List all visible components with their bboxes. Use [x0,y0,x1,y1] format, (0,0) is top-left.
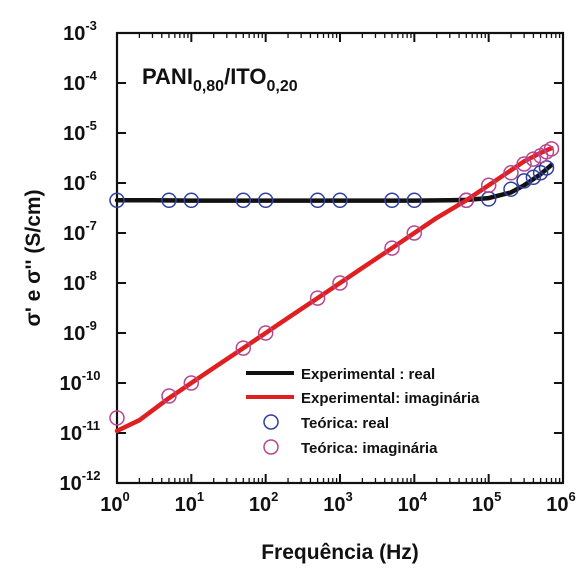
series-markers [109,141,560,426]
y-tick-label: 10-7 [63,218,97,245]
panel-annotation: PANI0,80/ITO0,20 [142,64,298,95]
legend-swatch-teorica-imaginaria [263,439,279,455]
point-teorica-imaginaria [183,375,200,391]
point-teorica-imaginaria [235,340,252,356]
x-tick-label: 101 [175,489,204,516]
point-teorica-imaginaria [406,225,423,241]
x-tick-label: 104 [398,489,428,516]
point-teorica-imaginaria [516,156,532,172]
legend-label-experimental-imaginaria: Experimental: imaginária [301,390,480,407]
y-tick-label: 10-6 [63,168,97,195]
point-teorica-real [503,181,519,197]
point-teorica-imaginaria [384,240,400,256]
x-tick-label: 105 [472,489,501,516]
y-tick-label: 10-12 [59,468,100,495]
point-teorica-real [109,192,125,209]
point-teorica-real [309,192,326,209]
y-axis-title: σ' e σ'' (S/cm) [22,189,45,326]
point-teorica-real [384,192,400,209]
point-teorica-imaginaria [309,290,326,306]
point-teorica-real [406,192,423,209]
point-teorica-imaginaria [458,192,475,209]
point-teorica-imaginaria [161,388,177,404]
point-teorica-imaginaria [480,177,497,194]
y-tick-label: 10-4 [63,68,98,95]
x-axis-title: Frequência (Hz) [261,541,419,564]
y-tick-label: 10-11 [60,418,100,445]
point-teorica-real [257,192,274,209]
point-teorica-real [538,160,555,176]
x-tick-label: 103 [323,489,352,516]
point-teorica-imaginaria [332,275,348,291]
y-tick-label: 10-5 [63,118,97,145]
x-tick-label: 102 [249,489,278,516]
point-teorica-real [332,192,348,209]
point-teorica-imaginaria [503,165,519,181]
legend-label-teorica-real: Teórica: real [301,415,389,432]
point-teorica-real [183,192,200,209]
y-tick-label: 10-8 [63,268,97,295]
legend-label-teorica-imaginaria: Teórica: imaginária [301,440,438,457]
axis-ticks: 100 101 102 103 104 105 106 10-12 10-11 10-10 10-9… [59,18,575,516]
point-teorica-real [532,165,549,181]
point-teorica-real [161,192,177,209]
legend-swatch-teorica-real [263,414,279,430]
y-tick-label: 10-9 [63,318,97,345]
series-line-experimental-imaginaria [114,145,554,434]
point-teorica-imaginaria [543,141,560,157]
point-teorica-real [516,173,532,189]
point-teorica-real [235,192,252,209]
point-teorica-imaginaria [257,325,274,341]
y-tick-label: 10-3 [63,18,97,45]
y-tick-label: 10-10 [59,368,100,395]
point-teorica-imaginaria [109,410,125,426]
x-tick-label: 100 [100,489,129,516]
x-tick-label: 106 [546,489,575,516]
legend: Experimental : real Experimental: imagin… [246,366,480,457]
legend-label-experimental-real: Experimental : real [301,366,435,383]
series-lines [114,145,554,434]
point-teorica-imaginaria [525,151,542,167]
